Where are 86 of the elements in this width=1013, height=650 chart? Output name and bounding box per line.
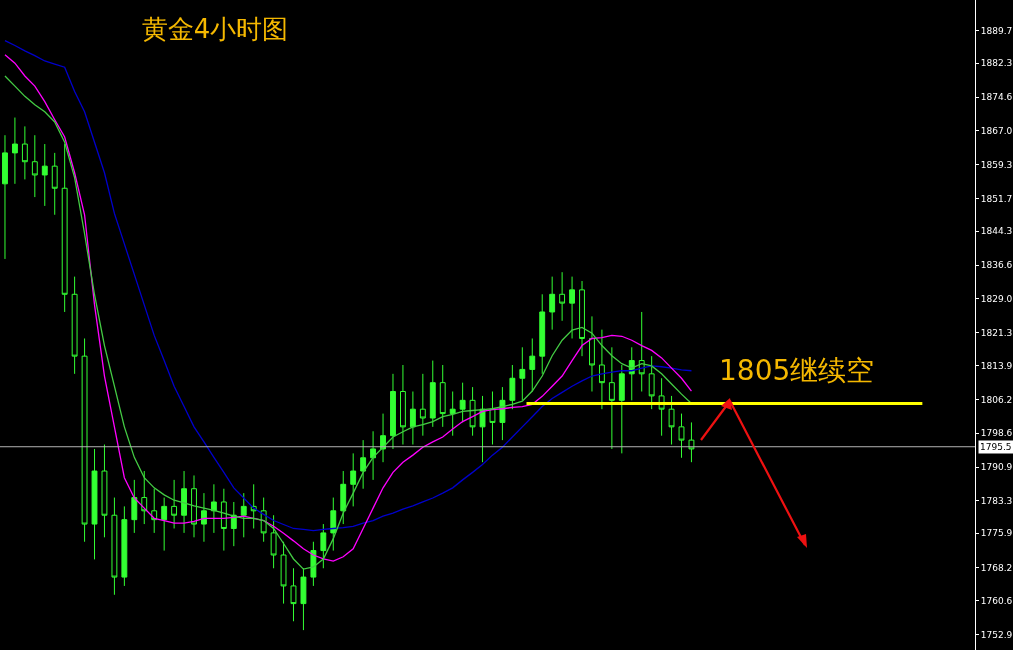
candlestick	[111, 497, 118, 596]
candlestick	[350, 452, 357, 507]
candlestick	[638, 311, 645, 392]
candlestick	[340, 470, 347, 525]
candlestick	[2, 134, 8, 260]
y-tick-label: 1836.6	[980, 260, 1013, 271]
candlestick	[469, 386, 476, 437]
candlestick	[41, 143, 48, 207]
candlestick	[380, 413, 386, 463]
y-tick-label: 1768.2	[980, 562, 1013, 573]
candlestick	[121, 505, 128, 587]
candlestick	[449, 391, 456, 437]
candlestick	[141, 470, 148, 525]
candlestick	[51, 152, 58, 216]
candlestick	[419, 373, 426, 437]
y-tick-label: 1844.3	[980, 226, 1013, 237]
candlestick	[429, 360, 436, 428]
candlestick	[71, 276, 78, 375]
candlestick	[61, 143, 68, 313]
candlestick	[618, 364, 625, 454]
ref-line-label: 1795.5	[980, 442, 1012, 452]
candlestick	[131, 479, 138, 534]
candlestick	[439, 364, 446, 428]
y-tick-label: 1882.3	[980, 58, 1013, 69]
y-tick-label: 1859.3	[980, 159, 1013, 170]
candlestick	[569, 276, 575, 339]
y-tick-label: 1752.9	[980, 630, 1013, 641]
y-tick-label: 1867.0	[980, 125, 1013, 136]
candlestick	[409, 391, 416, 446]
candlestick	[270, 514, 277, 569]
candlestick	[290, 567, 297, 622]
candlestick	[191, 474, 197, 538]
candlestick	[589, 315, 595, 392]
candlestick	[210, 483, 217, 534]
y-tick-label: 1813.9	[980, 360, 1013, 371]
candlestick	[390, 373, 396, 450]
candlestick	[171, 479, 178, 529]
candlestick	[579, 280, 585, 357]
candlestick	[400, 364, 406, 446]
candlestick	[559, 271, 566, 322]
candlestick	[360, 439, 367, 490]
y-tick-label: 1806.2	[980, 394, 1013, 405]
candlestick	[608, 346, 615, 450]
candlestick	[21, 125, 28, 180]
candlestick	[240, 492, 247, 538]
y-tick-label: 1760.6	[980, 596, 1013, 607]
candlestick	[101, 444, 108, 538]
candlestick	[479, 395, 486, 463]
text: 黄金4小时图	[141, 14, 289, 45]
candlestick	[181, 470, 187, 534]
candlestick	[220, 488, 227, 552]
candlestick	[499, 386, 506, 441]
y-tick-label: 1874.6	[980, 92, 1013, 103]
y-tick-label: 1889.7	[980, 25, 1013, 36]
candlestick	[539, 293, 546, 375]
candlestick	[509, 364, 516, 410]
candlestick	[598, 329, 605, 410]
candlestick	[31, 134, 38, 198]
y-tick-label: 1851.7	[980, 193, 1013, 204]
candlestick	[668, 395, 675, 446]
candlestick	[250, 483, 257, 529]
candlestick	[161, 497, 168, 552]
y-tick-label: 1821.3	[980, 327, 1013, 338]
candlestick	[489, 391, 496, 446]
y-tick-label: 1783.3	[980, 495, 1013, 506]
candlestick	[81, 337, 88, 543]
candlestick	[11, 117, 18, 185]
candlestick	[678, 413, 685, 459]
candlestick	[459, 382, 466, 423]
candlestick	[688, 421, 695, 463]
candlestick	[151, 488, 158, 534]
candlestick	[529, 337, 536, 392]
candlestick	[330, 497, 337, 552]
candlestick	[370, 430, 377, 481]
ref-line-label: 1805继续空	[719, 354, 875, 387]
y-tick-label: 1790.9	[980, 462, 1013, 473]
candlestick	[91, 448, 98, 560]
candlestick	[201, 492, 207, 543]
y-tick-label: 1798.6	[980, 428, 1013, 439]
candlestick	[648, 355, 655, 410]
y-tick-label: 1829.0	[980, 293, 1013, 304]
candlestick	[320, 523, 327, 569]
candlestick	[300, 567, 307, 631]
candlestick	[519, 346, 526, 401]
y-tick-label: 1775.9	[980, 528, 1013, 539]
candlestick	[549, 276, 556, 331]
